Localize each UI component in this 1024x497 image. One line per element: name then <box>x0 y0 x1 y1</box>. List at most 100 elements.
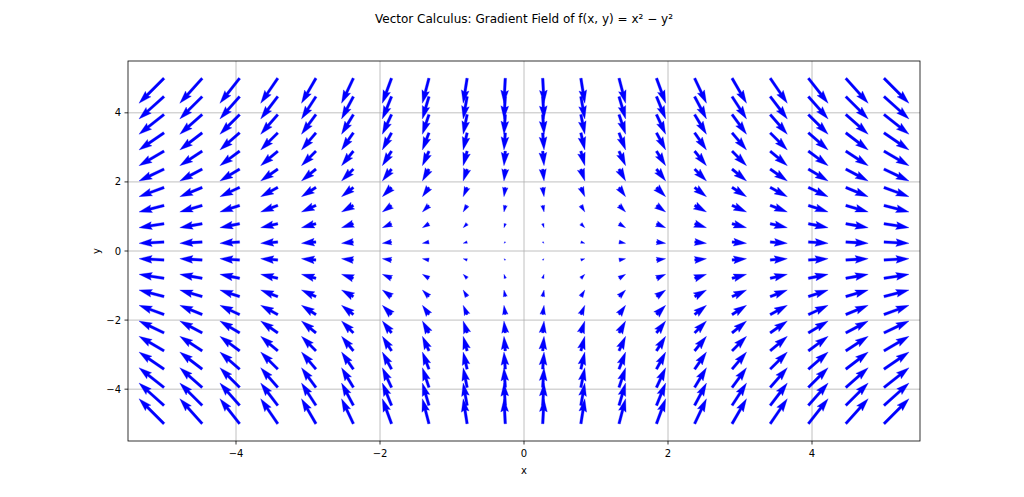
x-tick <box>524 441 525 445</box>
arrow <box>501 133 509 150</box>
y-tick <box>125 181 129 182</box>
arrow <box>542 242 544 244</box>
arrow <box>579 204 585 212</box>
arrow <box>220 150 240 166</box>
arrow <box>655 352 665 370</box>
arrow <box>180 368 203 389</box>
arrow <box>502 169 509 181</box>
arrow <box>884 204 909 212</box>
arrow <box>845 132 868 150</box>
arrow <box>770 238 787 246</box>
arrow <box>342 290 355 300</box>
arrow <box>694 321 707 334</box>
arrow <box>655 321 666 334</box>
arrow <box>731 168 746 181</box>
arrow <box>342 168 355 181</box>
arrow <box>845 204 868 212</box>
arrow <box>694 132 707 150</box>
arrow <box>845 168 868 181</box>
arrow <box>731 150 746 165</box>
arrow <box>808 256 828 264</box>
arrow <box>382 185 394 197</box>
x-tick <box>812 441 813 445</box>
arrow <box>462 133 470 150</box>
arrow <box>501 151 509 166</box>
arrow <box>655 290 666 299</box>
arrow <box>884 255 909 263</box>
arrow <box>504 259 506 261</box>
arrow <box>579 78 587 103</box>
arrow <box>139 290 164 298</box>
arrow <box>732 203 747 212</box>
y-tick <box>125 320 129 321</box>
arrow <box>808 186 828 196</box>
arrow <box>694 186 707 197</box>
arrow <box>261 150 279 165</box>
arrow <box>422 258 429 262</box>
arrow <box>422 185 431 196</box>
arrow <box>731 368 747 388</box>
arrow <box>845 321 868 334</box>
arrow <box>463 321 471 334</box>
arrow <box>301 305 316 315</box>
arrow <box>501 368 509 388</box>
arrow <box>883 321 909 334</box>
arrow <box>504 223 507 227</box>
arrow <box>301 352 316 370</box>
arrow <box>731 352 746 370</box>
arrow <box>139 168 165 181</box>
arrow <box>808 273 828 281</box>
arrow <box>180 168 203 181</box>
arrow <box>382 321 393 334</box>
arrow <box>220 336 240 352</box>
arrow <box>220 368 241 389</box>
arrow <box>731 305 746 315</box>
arrow <box>180 305 203 315</box>
arrow <box>883 352 909 370</box>
arrow <box>845 352 868 370</box>
arrow <box>883 336 909 352</box>
arrow <box>769 352 787 370</box>
arrow <box>180 132 203 150</box>
x-tick-label: −4 <box>229 448 244 459</box>
arrow <box>731 78 747 104</box>
arrow <box>770 321 788 334</box>
arrow <box>301 220 316 228</box>
arrow <box>807 77 828 103</box>
background <box>0 0 1024 497</box>
arrow <box>617 352 625 370</box>
arrow <box>502 321 509 333</box>
arrow <box>220 186 240 196</box>
arrow <box>261 186 279 196</box>
arrow <box>139 204 164 212</box>
arrow <box>769 336 787 351</box>
arrow <box>731 186 746 196</box>
arrow <box>139 305 164 315</box>
y-tick <box>125 389 129 390</box>
y-tick <box>125 251 129 252</box>
arrow <box>732 256 747 264</box>
y-tick-label: 2 <box>115 176 121 187</box>
arrow <box>542 274 545 278</box>
arrow <box>845 77 868 103</box>
arrow <box>422 321 432 334</box>
arrow <box>139 132 165 150</box>
arrow <box>770 168 788 181</box>
arrow <box>731 132 746 150</box>
arrow <box>180 222 203 230</box>
arrow <box>578 186 585 196</box>
arrow <box>139 273 164 281</box>
arrow <box>301 168 316 181</box>
arrow <box>616 305 625 316</box>
arrow <box>180 352 203 370</box>
arrow <box>382 274 392 281</box>
arrow <box>656 257 666 263</box>
arrow <box>422 336 431 351</box>
arrow <box>769 132 787 150</box>
arrow <box>422 305 431 316</box>
arrow <box>220 221 240 229</box>
y-tick-label: 4 <box>115 107 121 118</box>
arrow <box>846 256 868 264</box>
arrow <box>382 203 393 212</box>
arrow <box>732 274 747 282</box>
